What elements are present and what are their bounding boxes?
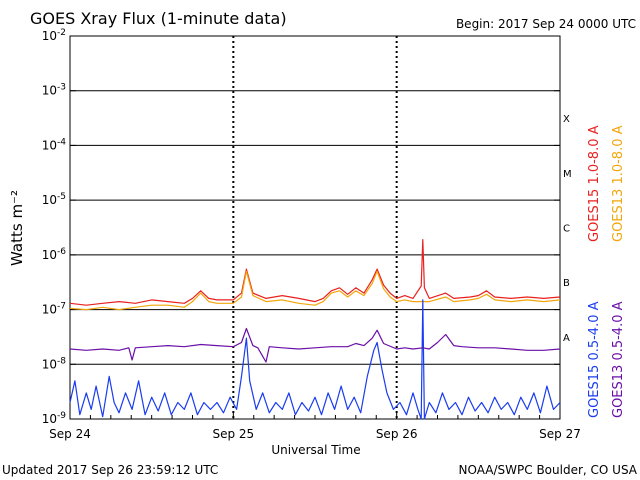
- y-tick-label: 10-4: [42, 137, 67, 152]
- chart-title: GOES Xray Flux (1-minute data): [30, 9, 287, 28]
- legend-label: GOES15 1.0-8.0 A: [587, 125, 602, 242]
- credit-label: NOAA/SWPC Boulder, CO USA: [459, 463, 638, 477]
- flare-class-labels: A B C M X: [563, 114, 572, 344]
- series-line: [69, 270, 561, 311]
- y-tick-label: 10-5: [42, 192, 66, 207]
- x-tick-label: Sep 24: [49, 427, 91, 441]
- y-tick-label: 10-3: [42, 83, 66, 98]
- y-tick-label: 10-6: [42, 247, 67, 262]
- plot-frame: [69, 35, 561, 420]
- y-axis-ticks: 10-9 10-8 10-7 10-6 10-5 10-4 10-3 10-2: [42, 28, 560, 426]
- y-tick-label: 10-7: [42, 302, 66, 317]
- y-tick-label: 10-2: [42, 28, 66, 43]
- x-axis-label: Universal Time: [271, 443, 360, 457]
- x-tick-label: Sep 26: [376, 427, 418, 441]
- begin-label: Begin: 2017 Sep 24 0000 UTC: [456, 17, 636, 31]
- legend-label: GOES15 0.5-4.0 A: [587, 301, 602, 418]
- x-tick-label: Sep 25: [212, 427, 254, 441]
- flare-class-label: M: [563, 169, 572, 180]
- legend: GOES15 1.0-8.0 A GOES13 1.0-8.0 A GOES15 0…: [587, 125, 626, 418]
- x-tick-label: Sep 27: [539, 427, 581, 441]
- flare-class-label: B: [563, 278, 570, 289]
- plot-border: [69, 35, 561, 420]
- y-axis-label: Watts m⁻²: [8, 190, 26, 266]
- y-tick-label: 10-8: [42, 356, 67, 371]
- series-lines: [69, 239, 561, 420]
- flare-class-label: C: [563, 224, 570, 235]
- flare-class-label: X: [563, 114, 570, 125]
- updated-label: Updated 2017 Sep 26 23:59:12 UTC: [2, 463, 218, 477]
- series-line: [69, 299, 561, 420]
- y-tick-label: 10-9: [42, 411, 67, 426]
- legend-label: GOES13 1.0-8.0 A: [611, 125, 626, 242]
- flare-class-label: A: [563, 333, 570, 344]
- legend-label: GOES13 0.5-4.0 A: [611, 301, 626, 418]
- series-line: [69, 239, 561, 306]
- series-line: [69, 327, 561, 363]
- x-axis-ticks: Sep 24 Sep 25 Sep 26 Sep 27: [49, 411, 581, 441]
